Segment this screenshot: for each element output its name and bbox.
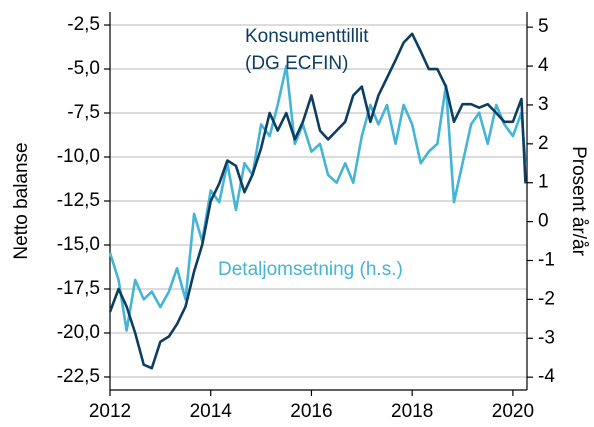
y-tick-label: -12,5 (57, 190, 100, 211)
y2-tick-label: 4 (538, 55, 549, 76)
y-tick-label: -15,0 (57, 234, 100, 255)
x-tick-label: 2018 (391, 401, 433, 422)
y-tick-label: -10,0 (57, 146, 100, 167)
y2-tick-label: 3 (538, 94, 549, 115)
x-tick-label: 2014 (190, 401, 233, 422)
x-tick-label: 2012 (89, 401, 131, 422)
series-line (108, 32, 527, 370)
y2-tick-label: -3 (538, 327, 555, 348)
series-line (108, 64, 527, 332)
annotation: (DG ECFIN) (245, 53, 348, 74)
y2-tick-label: 5 (538, 16, 549, 37)
y2-tick-label: -2 (538, 288, 555, 309)
y-tick-label: -20,0 (57, 322, 100, 343)
x-tick-label: 2020 (492, 401, 534, 422)
y-tick-label: -5,0 (67, 58, 100, 79)
y-tick-label: -2,5 (67, 14, 100, 35)
y-tick-label: -7,5 (67, 102, 100, 123)
x-tick-label: 2016 (290, 401, 332, 422)
annotation: Detaljomsetning (h.s.) (218, 259, 403, 280)
y2-tick-label: -1 (538, 250, 555, 271)
y2-tick-label: 2 (538, 133, 549, 154)
y2-tick-label: -4 (538, 366, 555, 387)
y2-tick-label: 1 (538, 172, 549, 193)
y-axis-label: Netto balanse (11, 142, 32, 259)
y-tick-label: -17,5 (57, 278, 100, 299)
y2-tick-label: 0 (538, 211, 549, 232)
annotation: Konsumenttillit (245, 26, 369, 47)
y2-axis-label: Prosent år/år (568, 146, 589, 256)
y-tick-label: -22,5 (57, 366, 100, 387)
